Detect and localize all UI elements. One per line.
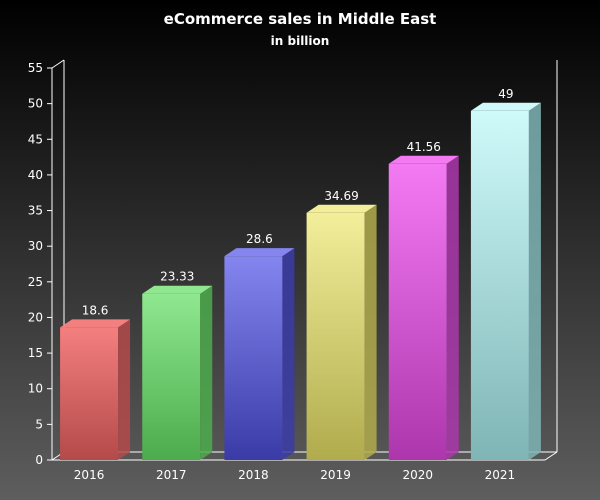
y-tick-label: 10: [28, 382, 43, 396]
x-tick-label: 2019: [320, 468, 351, 482]
bar-side: [446, 155, 459, 461]
y-axis: 0 5 10 15 20 25 30 35 40 45 50 55: [28, 61, 52, 467]
chart-title: eCommerce sales in Middle East: [164, 10, 437, 28]
y-tick-label: 55: [28, 61, 43, 75]
chart-subtitle: in billion: [271, 34, 330, 48]
y-tick-label: 50: [28, 97, 43, 111]
data-label: 49: [498, 87, 513, 101]
bar-top: [470, 102, 541, 111]
bar-side: [282, 248, 295, 460]
bar-side: [200, 285, 213, 460]
bar-front: [470, 110, 529, 460]
x-tick-label: 2021: [485, 468, 516, 482]
y-tick-label: 30: [28, 239, 43, 253]
bar-front: [306, 212, 365, 460]
bar-2021: [470, 102, 541, 460]
data-label: 34.69: [324, 189, 358, 203]
bar-top: [60, 319, 131, 328]
bar-2016: [60, 319, 131, 460]
y-tick-label: 35: [28, 204, 43, 218]
bar-side: [118, 319, 131, 460]
bar-front: [60, 327, 119, 460]
bar-2017: [142, 285, 213, 460]
y-tick-label: 0: [35, 453, 43, 467]
y-tick-label: 45: [28, 132, 43, 146]
y-tick-label: 25: [28, 275, 43, 289]
x-tick-label: 2020: [402, 468, 433, 482]
bar-2019: [306, 204, 377, 460]
data-label: 41.56: [407, 140, 441, 154]
data-label: 28.6: [246, 232, 273, 246]
bar-2020: [388, 155, 459, 461]
x-tick-label: 2016: [74, 468, 105, 482]
bar-front: [388, 163, 447, 461]
bar-front: [224, 256, 283, 460]
wall-top-edge: [51, 59, 65, 69]
bar-side: [364, 204, 377, 460]
x-tick-label: 2017: [156, 468, 187, 482]
data-label: 18.6: [82, 303, 109, 317]
floor-right-edge: [544, 451, 558, 461]
bar-top: [224, 248, 295, 257]
data-label: 23.33: [160, 270, 194, 284]
x-axis: 2016 2017 2018 2019 2020 2021: [74, 468, 515, 482]
bar-2018: [224, 248, 295, 460]
y-tick-label: 15: [28, 346, 43, 360]
bar-front: [142, 293, 201, 460]
bar-top: [306, 204, 377, 213]
bar-series: 18.6 23.33 28.6 34.69 41.56 49: [60, 87, 541, 461]
y-tick-label: 20: [28, 310, 43, 324]
y-tick-label: 40: [28, 168, 43, 182]
x-tick-label: 2018: [238, 468, 269, 482]
bar-top: [142, 285, 213, 294]
bar-top: [388, 155, 459, 164]
y-tick-label: 5: [35, 417, 43, 431]
bar-side: [528, 102, 541, 460]
